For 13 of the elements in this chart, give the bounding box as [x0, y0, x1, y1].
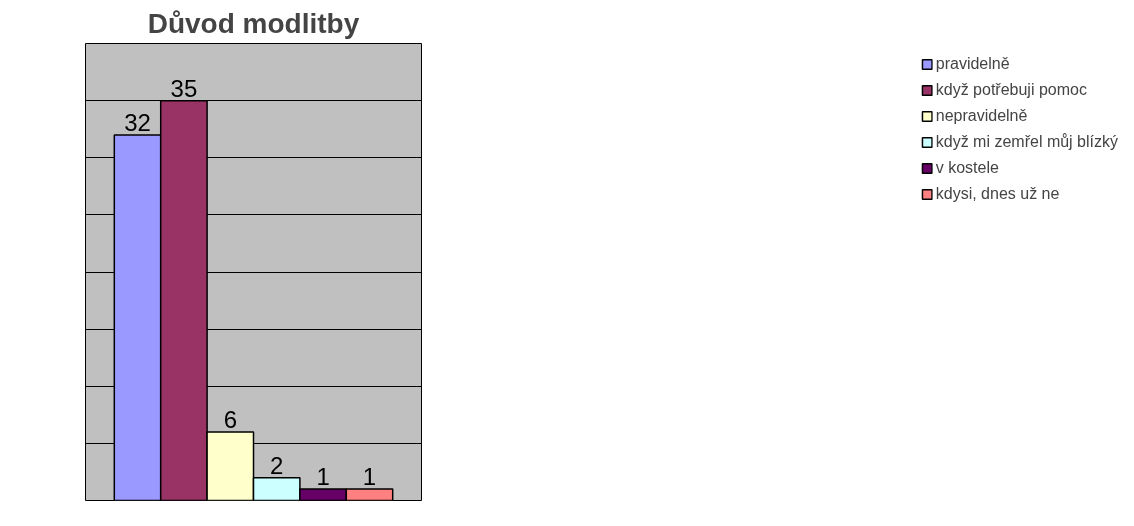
- data-label: 35: [170, 74, 198, 102]
- data-label: 1: [362, 463, 377, 491]
- legend-label: když potřebuji pomoc: [935, 81, 1087, 99]
- chart-title: Důvod modlitby: [147, 7, 360, 39]
- legend-label: nepravidelně: [935, 107, 1028, 125]
- data-label: 1: [316, 463, 330, 491]
- legend-label: kdysi, dnes už ne: [935, 185, 1060, 203]
- legend-label: v kostele: [935, 159, 999, 177]
- data-label: 32: [124, 108, 151, 136]
- legend-label: pravidelně: [935, 55, 1010, 73]
- legend-label: když mi zemřel můj blízký: [935, 133, 1118, 151]
- data-label: 6: [223, 405, 237, 433]
- data-label: 2: [270, 451, 284, 479]
